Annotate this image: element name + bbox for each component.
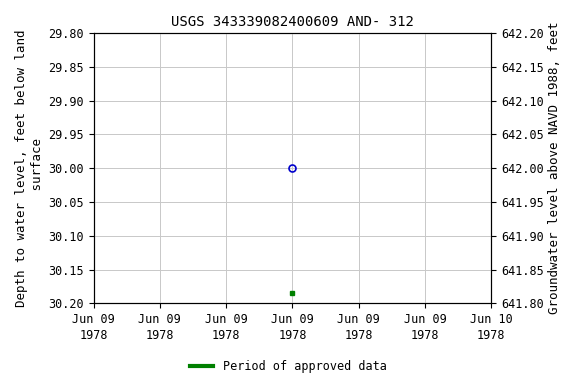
Legend: Period of approved data: Period of approved data [185,356,391,378]
Y-axis label: Depth to water level, feet below land
 surface: Depth to water level, feet below land su… [15,30,44,307]
Title: USGS 343339082400609 AND- 312: USGS 343339082400609 AND- 312 [171,15,414,29]
Y-axis label: Groundwater level above NAVD 1988, feet: Groundwater level above NAVD 1988, feet [548,22,561,314]
